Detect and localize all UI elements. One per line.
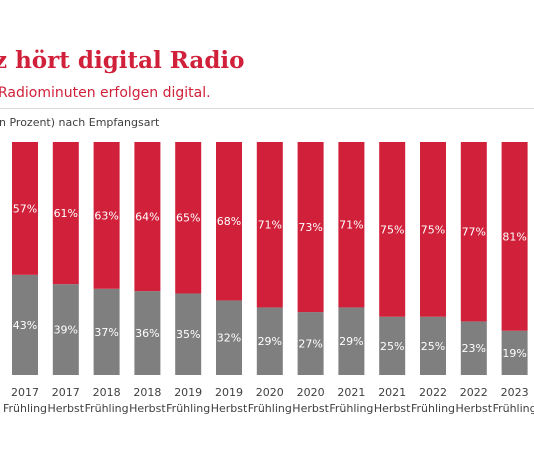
x-tick-year: 2017 bbox=[52, 386, 80, 399]
x-tick-season: Frühling bbox=[411, 402, 455, 415]
bar-segment-digital bbox=[297, 142, 324, 313]
x-tick-season: Herbst bbox=[374, 402, 411, 415]
x-tick-year: 2019 bbox=[215, 386, 243, 399]
bar-segment-digital bbox=[216, 142, 242, 301]
bar-segment-digital bbox=[460, 142, 487, 322]
x-tick-season: Frühling bbox=[85, 402, 129, 415]
data-label-digital: 81% bbox=[502, 230, 526, 243]
data-label-analog: 23% bbox=[462, 342, 486, 355]
bar-segment-digital bbox=[93, 142, 120, 289]
x-tick-season: Herbst bbox=[456, 402, 493, 415]
data-label-digital: 63% bbox=[94, 209, 118, 222]
data-label-analog: 27% bbox=[298, 338, 322, 351]
data-label-digital: 68% bbox=[217, 215, 241, 228]
x-tick-season: Frühling bbox=[166, 402, 210, 415]
data-label-digital: 57% bbox=[13, 202, 37, 215]
chart-title: z hört digital Radio bbox=[0, 47, 245, 74]
x-tick-season: Herbst bbox=[129, 402, 166, 415]
bar-segment-analog bbox=[134, 291, 161, 375]
data-label-digital: 73% bbox=[298, 221, 322, 234]
bar-segment-digital bbox=[420, 142, 446, 317]
bar-segment-digital bbox=[501, 142, 528, 331]
x-tick-season: Frühling bbox=[248, 402, 292, 415]
data-label-analog: 29% bbox=[258, 335, 282, 348]
x-tick-year: 2018 bbox=[133, 386, 161, 399]
x-tick-year: 2022 bbox=[460, 386, 488, 399]
data-label-digital: 75% bbox=[380, 223, 404, 236]
data-label-analog: 25% bbox=[421, 340, 445, 353]
bar-segment-analog bbox=[338, 307, 365, 375]
bar-segment-digital bbox=[12, 142, 38, 275]
bar-segment-analog bbox=[460, 321, 487, 375]
x-tick-year: 2022 bbox=[419, 386, 447, 399]
x-tick-season: Herbst bbox=[211, 402, 248, 415]
data-label-digital: 64% bbox=[135, 211, 159, 224]
data-label-analog: 35% bbox=[176, 328, 200, 341]
bar-segment-digital bbox=[52, 142, 79, 285]
bar-segment-analog bbox=[379, 316, 406, 375]
x-tick-season: Herbst bbox=[292, 402, 329, 415]
divider bbox=[0, 108, 534, 109]
bar-segment-digital bbox=[175, 142, 202, 294]
data-label-digital: 77% bbox=[462, 226, 486, 239]
data-label-analog: 43% bbox=[13, 319, 37, 332]
bar-segment-analog bbox=[175, 293, 202, 375]
bar-segment-analog bbox=[420, 316, 446, 375]
x-tick-year: 2021 bbox=[378, 386, 406, 399]
x-tick-season: Herbst bbox=[48, 402, 85, 415]
data-label-digital: 71% bbox=[258, 219, 282, 232]
bar-segment-analog bbox=[256, 307, 283, 375]
bar-segment-analog bbox=[52, 284, 79, 375]
x-tick-year: 2017 bbox=[11, 386, 39, 399]
x-tick-year: 2020 bbox=[256, 386, 284, 399]
bar-segment-digital bbox=[256, 142, 283, 308]
data-label-digital: 61% bbox=[54, 207, 78, 220]
chart-subtitle: Radiominuten erfolgen digital. bbox=[0, 85, 211, 101]
x-tick-year: 2023 bbox=[501, 386, 529, 399]
data-label-analog: 25% bbox=[380, 340, 404, 353]
data-label-analog: 32% bbox=[217, 332, 241, 345]
data-label-analog: 37% bbox=[94, 326, 118, 339]
bar-segment-digital bbox=[379, 142, 406, 317]
data-label-analog: 19% bbox=[502, 347, 526, 360]
bar-segment-digital bbox=[338, 142, 365, 308]
bar-segment-analog bbox=[297, 312, 324, 375]
bar-segment-analog bbox=[216, 300, 242, 375]
x-tick-season: Frühling bbox=[329, 402, 373, 415]
x-tick-year: 2020 bbox=[297, 386, 325, 399]
bar-segment-analog bbox=[12, 274, 38, 375]
data-label-analog: 39% bbox=[54, 324, 78, 337]
chart-note: n Prozent) nach Empfangsart bbox=[0, 116, 160, 129]
data-label-digital: 71% bbox=[339, 219, 363, 232]
x-tick-season: Frühling bbox=[3, 402, 47, 415]
x-tick-year: 2018 bbox=[93, 386, 121, 399]
bar-segment-digital bbox=[134, 142, 161, 292]
data-label-analog: 29% bbox=[339, 335, 363, 348]
x-tick-year: 2021 bbox=[337, 386, 365, 399]
bar-segment-analog bbox=[501, 330, 528, 375]
data-label-analog: 36% bbox=[135, 327, 159, 340]
data-label-digital: 75% bbox=[421, 223, 445, 236]
x-tick-year: 2019 bbox=[174, 386, 202, 399]
x-tick-season: Frühling bbox=[493, 402, 534, 415]
data-label-digital: 65% bbox=[176, 212, 200, 225]
bar-segment-analog bbox=[93, 288, 120, 375]
